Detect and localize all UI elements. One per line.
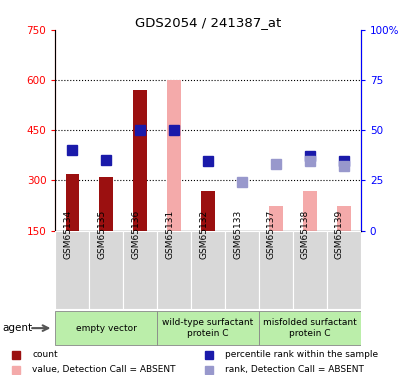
- Text: empty vector: empty vector: [76, 324, 136, 333]
- Bar: [89, 231, 123, 309]
- Text: GSM65139: GSM65139: [334, 210, 343, 259]
- Bar: [123, 231, 157, 309]
- Text: GSM65132: GSM65132: [199, 210, 207, 259]
- Title: GDS2054 / 241387_at: GDS2054 / 241387_at: [135, 16, 281, 29]
- Bar: [268, 206, 282, 231]
- Text: percentile rank within the sample: percentile rank within the sample: [225, 350, 378, 359]
- Bar: [191, 231, 225, 309]
- Bar: [336, 206, 350, 231]
- Bar: [225, 231, 258, 309]
- Bar: [167, 80, 180, 231]
- Text: rank, Detection Call = ABSENT: rank, Detection Call = ABSENT: [225, 365, 363, 374]
- Bar: [201, 190, 214, 231]
- Text: GSM65138: GSM65138: [300, 210, 309, 259]
- Bar: [55, 311, 157, 345]
- Bar: [302, 190, 316, 231]
- Bar: [157, 231, 191, 309]
- Text: GSM65134: GSM65134: [63, 210, 72, 259]
- Text: value, Detection Call = ABSENT: value, Detection Call = ABSENT: [32, 365, 175, 374]
- Bar: [292, 231, 326, 309]
- Text: GSM65136: GSM65136: [131, 210, 140, 259]
- Bar: [326, 231, 360, 309]
- Text: GSM65135: GSM65135: [97, 210, 106, 259]
- Bar: [55, 231, 89, 309]
- Bar: [65, 174, 79, 231]
- Text: GSM65133: GSM65133: [232, 210, 241, 259]
- Bar: [157, 311, 258, 345]
- Bar: [133, 90, 147, 231]
- Bar: [258, 311, 360, 345]
- Text: agent: agent: [2, 323, 32, 333]
- Bar: [258, 231, 292, 309]
- Text: wild-type surfactant
protein C: wild-type surfactant protein C: [162, 318, 253, 338]
- Text: GSM65131: GSM65131: [165, 210, 174, 259]
- Text: count: count: [32, 350, 58, 359]
- Text: misfolded surfactant
protein C: misfolded surfactant protein C: [263, 318, 356, 338]
- Bar: [99, 177, 113, 231]
- Bar: [302, 190, 316, 231]
- Text: GSM65137: GSM65137: [266, 210, 275, 259]
